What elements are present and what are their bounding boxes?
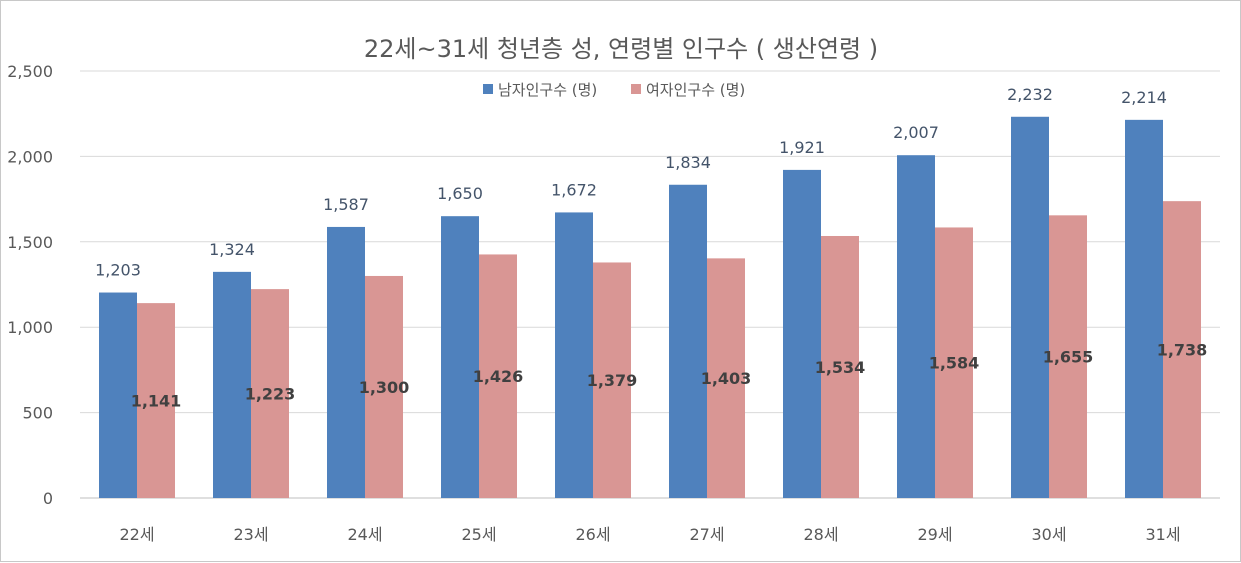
x-tick-label: 26세	[575, 525, 610, 544]
data-label-female: 1,223	[245, 385, 296, 404]
bar-female	[1049, 215, 1087, 499]
data-label-female: 1,403	[701, 369, 752, 388]
bar-female	[137, 303, 175, 498]
bar-female	[821, 235, 859, 498]
bar-female	[479, 254, 517, 498]
bar-male	[441, 216, 479, 498]
x-tick-label: 27세	[689, 525, 724, 544]
bar-female	[935, 227, 973, 498]
bar-female	[707, 258, 745, 498]
data-label-male: 1,587	[323, 195, 369, 214]
bar-male	[99, 292, 137, 498]
data-label-female: 1,300	[359, 378, 410, 397]
bar-male	[555, 212, 593, 498]
x-tick-label: 29세	[917, 525, 952, 544]
bar-male	[327, 226, 365, 498]
data-label-male: 1,672	[551, 180, 597, 199]
x-tick-label: 28세	[803, 525, 838, 544]
data-label-male: 1,834	[665, 153, 711, 172]
legend-swatch-male	[483, 84, 493, 94]
legend-label-female: 여자인구수 (명)	[646, 81, 745, 99]
legend-label-male: 남자인구수 (명)	[498, 81, 597, 99]
bar-female	[251, 289, 289, 498]
data-label-female: 1,379	[587, 371, 638, 390]
bar-female	[1163, 201, 1201, 498]
data-label-male: 1,203	[95, 261, 141, 280]
bar-male	[213, 271, 251, 498]
x-tick-label: 23세	[233, 525, 268, 544]
data-label-female: 1,426	[473, 367, 524, 386]
bar-male	[897, 155, 935, 498]
y-tick-label: 0	[43, 489, 53, 508]
data-label-male: 1,921	[779, 138, 825, 157]
bar-female	[593, 262, 631, 498]
data-label-male: 1,324	[209, 240, 255, 259]
data-label-male: 1,650	[437, 184, 483, 203]
x-tick-label: 30세	[1031, 525, 1066, 544]
data-label-male: 2,214	[1121, 88, 1167, 107]
data-label-female: 1,534	[815, 358, 866, 377]
data-label-female: 1,584	[929, 354, 980, 373]
y-axis-ticks: 0 500 1,000 1,500 2,000 2,500	[7, 62, 53, 508]
bar-male	[1011, 116, 1049, 498]
legend: 남자인구수 (명) 여자인구수 (명)	[483, 81, 745, 99]
x-axis-ticks: 22세 23세 24세 25세 26세 27세 28세 29세 30세 31세	[119, 525, 1180, 544]
data-label-female: 1,141	[131, 392, 182, 411]
data-label-female: 1,738	[1157, 341, 1208, 360]
bar-female	[365, 275, 403, 498]
bar-male	[783, 169, 821, 499]
data-labels: 1,203 1,141 1,324 1,223 1,587 1,300 1,650 1,426…	[95, 85, 1207, 411]
x-tick-label: 24세	[347, 525, 382, 544]
y-tick-label: 2,500	[7, 62, 53, 81]
x-tick-label: 22세	[119, 525, 154, 544]
bar-male	[1125, 119, 1163, 498]
x-tick-label: 31세	[1145, 525, 1180, 544]
bar-male	[669, 184, 707, 498]
legend-swatch-female	[631, 84, 641, 94]
data-label-male: 2,007	[893, 123, 939, 142]
y-tick-label: 2,000	[7, 147, 53, 166]
y-tick-label: 1,500	[7, 233, 53, 252]
data-label-female: 1,655	[1043, 348, 1094, 367]
y-tick-label: 500	[22, 404, 53, 423]
bars	[99, 116, 1201, 499]
x-tick-label: 25세	[461, 525, 496, 544]
chart-title: 22세~31세 청년층 성, 연령별 인구수 ( 생산연령 )	[364, 35, 878, 63]
y-tick-label: 1,000	[7, 318, 53, 337]
data-label-male: 2,232	[1007, 85, 1053, 104]
